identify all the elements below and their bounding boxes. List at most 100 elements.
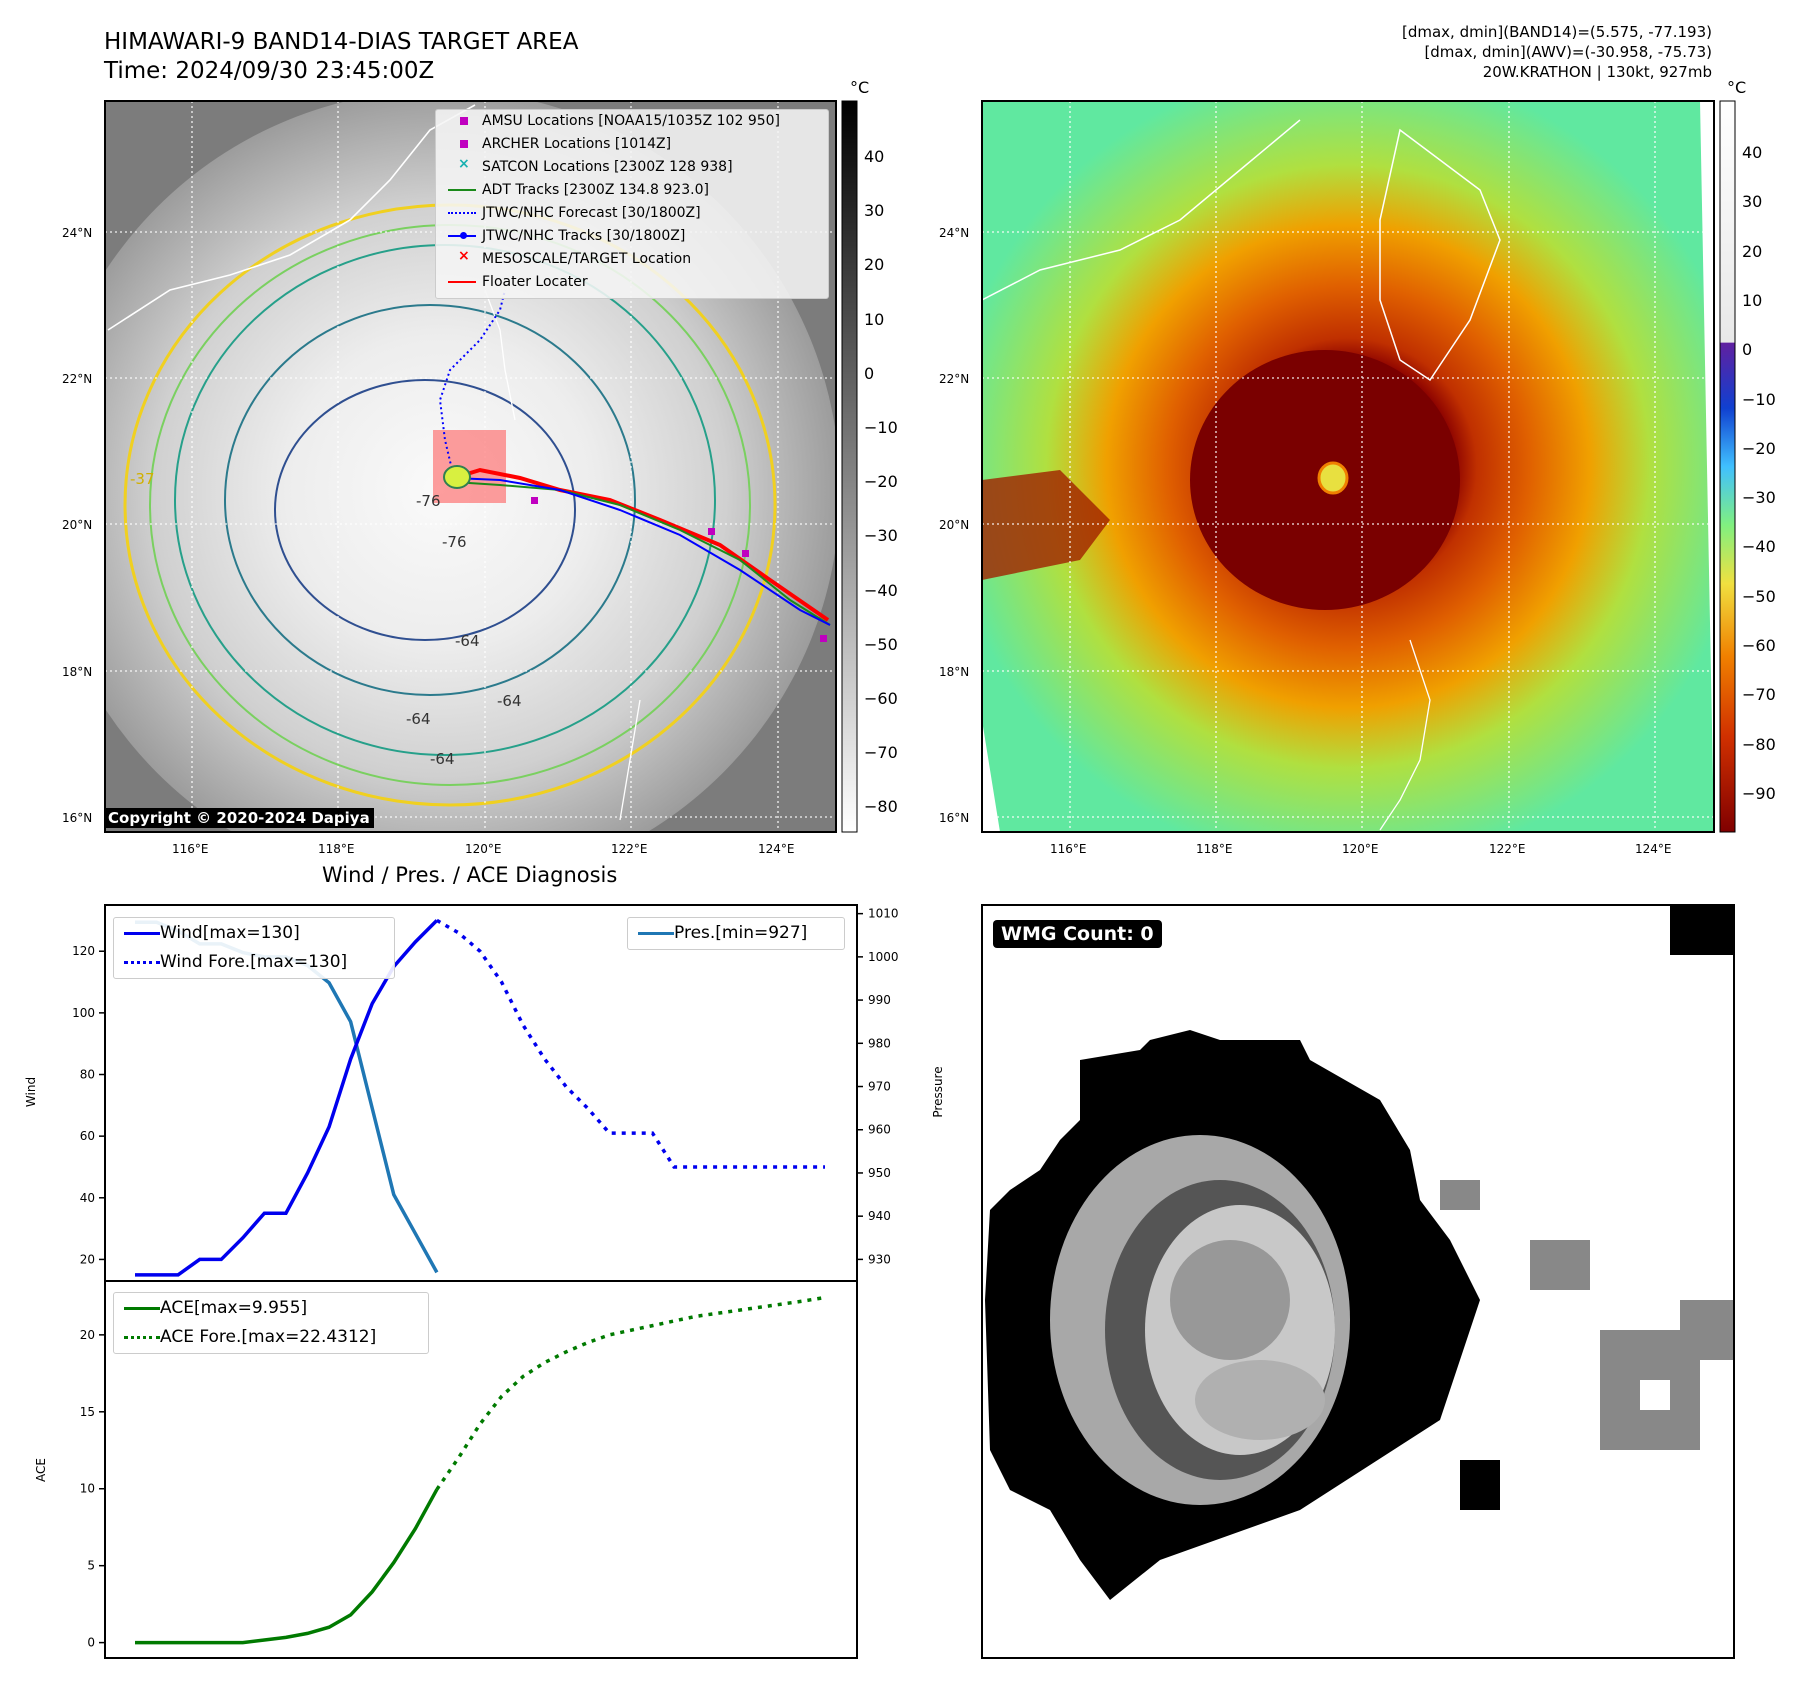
lon-label-122: 122°E [611,842,648,856]
ace-axis-tick-label: 0 [87,1636,95,1650]
blue-line-dot [446,228,482,244]
colorbar-tick-label: −90 [1742,783,1776,803]
lat-label-16: 16°N [62,811,93,825]
pressure-axis-tick-label: 990 [868,993,891,1007]
contour-label: -76 [442,533,467,551]
jtwc-track [453,477,831,626]
title-line-2: Time: 2024/09/30 23:45:00Z [104,58,435,84]
lon-label-124-right: 124°E [1635,842,1672,856]
map-legend: AMSU Locations [NOAA15/1035Z 102 950] ARC… [435,109,829,299]
pressure-axis-tick-label: 950 [868,1166,891,1180]
floater-track [453,467,830,622]
colorbar-tick-label: −60 [864,689,898,708]
colorbar-tick-label: 40 [1742,143,1763,162]
contour-label: -64 [406,710,431,728]
map-legend-label: ADT Tracks [2300Z 134.8 923.0] [482,182,709,199]
pressure-axis-tick-label: 1010 [868,907,899,921]
colorbar-tick-label: −20 [864,472,898,492]
wmg-image [982,905,1734,1658]
map-legend-item: ADT Tracks [2300Z 134.8 923.0] [436,179,828,202]
wind-legend: Wind[max=130] Wind Fore.[max=130] [113,917,395,979]
wind-legend-label: Wind[max=130] [160,922,300,943]
right-satellite-image [982,101,1714,832]
map-legend-label: SATCON Locations [2300Z 128 938] [482,159,733,176]
map-legend-item: JTWC/NHC Forecast [30/1800Z] [436,202,828,225]
colorbar-tick-label: −60 [1742,636,1776,655]
wind-axis-tick-label: 40 [80,1191,95,1205]
lat-label-20: 20°N [62,518,93,532]
contour-label: -64 [497,692,522,710]
wind-fore-legend-label: Wind Fore.[max=130] [160,951,348,972]
map-legend-item: JTWC/NHC Tracks [30/1800Z] [436,224,828,247]
colorbar-tick-label: −40 [864,580,898,600]
info-line-1: [dmax, dmin](BAND14)=(5.575, -77.193) [1401,23,1712,41]
map-legend-item: × MESOSCALE/TARGET Location [436,247,828,270]
lat-label-24: 24°N [62,226,93,240]
map-legend-item: Floater Locater [436,270,828,293]
pressure-axis-label: Pressure [931,1066,945,1117]
pressure-axis-tick-label: 960 [868,1123,891,1137]
colorbar-tick-label: −80 [1742,734,1776,754]
colorbar-tick-label: −10 [1742,389,1776,409]
diagnosis-chart: 2040608010012093094095096097098099010001… [24,904,945,1659]
colorbar-tick-label: −30 [864,526,898,546]
colorbar-tick-label: 10 [1742,290,1763,310]
colorbar-tick-label: 0 [864,363,875,383]
contour-label: -37 [130,470,155,488]
lat-label-22-right: 22°N [939,372,970,386]
lat-label-22: 22°N [62,372,93,386]
green-line [446,182,482,198]
colorbar-tick-label: −70 [1742,685,1776,705]
wind-axis-tick-label: 60 [80,1129,95,1143]
title-line-1: HIMAWARI-9 BAND14-DIAS TARGET AREA [104,29,579,55]
red-line [446,274,482,290]
magenta-square-marker [446,113,482,129]
colorbar-tick-label: −40 [1742,537,1776,557]
pressure-axis-tick-label: 970 [868,1080,891,1094]
pressure-axis-tick-label: 980 [868,1036,891,1050]
map-legend-label: Floater Locater [482,273,588,290]
pressure-axis-tick-label: 1000 [868,950,899,964]
ace-axis-tick-label: 10 [80,1482,95,1496]
map-legend-label: MESOSCALE/TARGET Location [482,250,692,267]
lon-label-118: 118°E [318,842,355,856]
colorbar-tick-label: −30 [1742,488,1776,508]
map-legend-label: ARCHER Locations [1014Z] [482,136,672,153]
colorbar-tick-label: −50 [1742,586,1776,606]
colorbar-tick-label: −20 [1742,438,1776,458]
wind-axis-tick-label: 100 [72,1006,95,1020]
map-legend-label: JTWC/NHC Forecast [30/1800Z] [482,205,701,221]
right-map-frame [981,100,1715,833]
lat-label-24-right: 24°N [939,226,970,240]
pressure-axis-tick-label: 940 [868,1209,891,1223]
copyright-label: Copyright © 2020-2024 Dapiya [104,808,374,828]
wind-forecast-line [436,918,825,1169]
map-legend-item: AMSU Locations [NOAA15/1035Z 102 950] [436,110,828,133]
ace-legend: ACE[max=9.955] ACE Fore.[max=22.4312] [113,1292,429,1354]
wind-axis-tick-label: 20 [80,1252,95,1266]
colorbar-tick-label: 10 [864,309,885,329]
left-colorbar-unit: °C [850,78,870,97]
colorbar-tick-label: −80 [864,797,898,817]
map-legend-label: JTWC/NHC Tracks [30/1800Z] [482,227,686,244]
lat-label-18: 18°N [62,665,93,679]
ace-axis-label: ACE [34,1458,48,1482]
ace-axis-tick-label: 5 [87,1559,95,1573]
lon-label-122-right: 122°E [1489,842,1526,856]
right-colorbar-unit: °C [1727,78,1747,97]
jtwc-forecast [438,289,506,479]
pressure-axis-tick-label: 930 [868,1252,891,1266]
info-line-2: [dmax, dmin](AWV)=(-30.958, -75.73) [1424,43,1712,61]
contour-label: -76 [416,492,441,510]
right-colorbar [1719,100,1736,833]
ace-fore-legend-label: ACE Fore.[max=22.4312] [160,1326,377,1347]
wind-axis-tick-label: 120 [72,944,95,958]
map-legend-label: AMSU Locations [NOAA15/1035Z 102 950] [482,113,781,130]
red-x-marker: × [458,247,470,264]
cyan-x-marker: × [458,156,470,173]
left-colorbar [841,100,858,833]
lon-label-124: 124°E [758,842,795,856]
magenta-square-marker [446,136,482,152]
ace-axis-tick-label: 20 [80,1328,95,1342]
map-legend-item: × SATCON Locations [2300Z 128 938] [436,156,828,179]
